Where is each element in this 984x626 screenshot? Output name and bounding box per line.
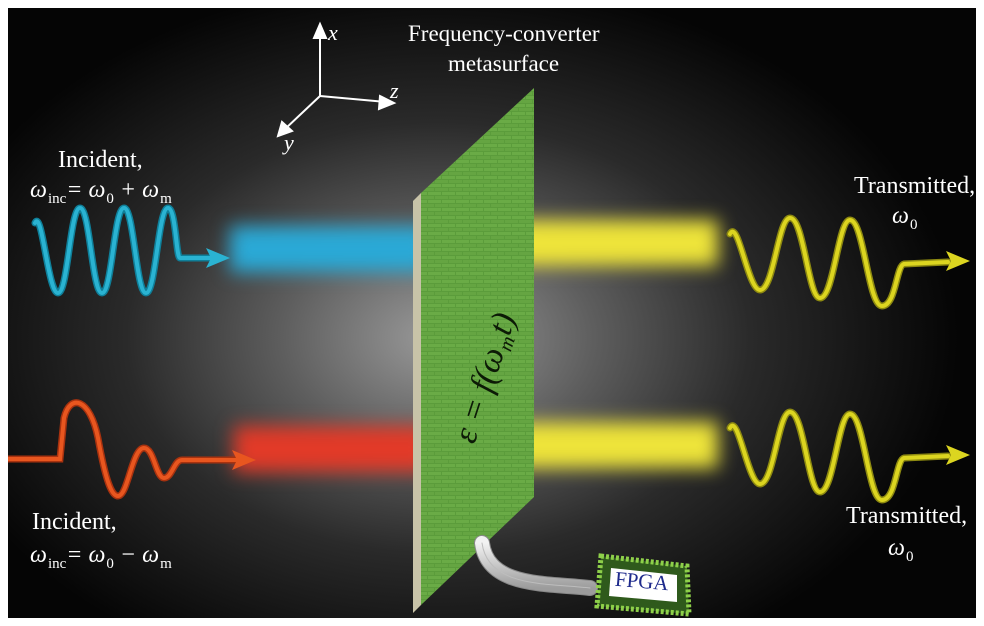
zero-subscript: 0: [909, 217, 918, 233]
title-line-2: metasurface: [448, 51, 560, 76]
x-axis-label: x: [328, 20, 338, 45]
z-axis-arrowhead: [377, 94, 397, 111]
incident-bottom-heading: Incident,: [32, 509, 117, 535]
zero-subscript: 0: [106, 556, 114, 572]
scene-background: x z y Frequency-converter metasurface In…: [8, 8, 976, 618]
fpga-chip: [594, 553, 692, 617]
red-beam: [234, 426, 430, 472]
y-axis-line: [283, 95, 321, 131]
diagram-graphics: [8, 21, 970, 617]
yellow-transmitted-wave-bottom: [726, 408, 970, 504]
incident-top-formula: ωinc= ω0 + ωm: [30, 177, 172, 207]
transmitted-top-heading: Transmitted,: [854, 173, 976, 199]
yellow-arrowhead-bottom: [946, 445, 970, 465]
inc-subscript: inc: [47, 191, 67, 207]
fpga-cable: [474, 535, 598, 596]
incident-bottom-formula: ωinc= ω0 − ωm: [30, 542, 172, 572]
cyan-beam: [230, 226, 430, 272]
equals-omega-0: = ω: [66, 542, 106, 568]
cyan-arrowhead: [206, 248, 230, 268]
yellow-transmitted-wave-top: [726, 214, 970, 310]
fpga-label: FPGA: [614, 566, 670, 596]
yellow-arrowhead-top: [946, 251, 970, 271]
y-axis-arrowhead: [276, 120, 294, 138]
x-axis-arrowhead: [312, 21, 328, 39]
m-subscript: m: [160, 191, 172, 207]
minus-omega: − ω: [113, 542, 160, 568]
transmitted-bottom-omega: ω0: [888, 535, 913, 565]
plus-omega: + ω: [113, 177, 160, 203]
fpga-chip-label-area: [609, 568, 677, 602]
omega-symbol: ω: [892, 203, 909, 229]
transmitted-bottom-heading: Transmitted,: [846, 503, 968, 529]
omega-symbol: ω: [888, 535, 905, 561]
metasurface-face: [421, 88, 534, 605]
z-axis-line: [319, 95, 387, 103]
incident-top-heading: Incident,: [58, 147, 143, 173]
m-subscript: m: [160, 556, 172, 572]
metasurface-panel: [413, 88, 534, 613]
metasurface-edge: [413, 193, 421, 613]
coordinate-axes: [276, 21, 397, 138]
red-arrowhead: [232, 450, 256, 470]
title-line-1: Frequency-converter: [408, 21, 600, 46]
omega-symbol: ω: [30, 177, 47, 203]
z-axis-label: z: [390, 78, 399, 103]
cyan-incident-wave: [31, 204, 230, 297]
red-incident-wave: [8, 399, 256, 500]
y-axis-label: y: [284, 130, 294, 155]
zero-subscript: 0: [106, 191, 114, 207]
equals-omega-0: = ω: [66, 177, 106, 203]
omega-symbol: ω: [30, 542, 47, 568]
transmitted-top-omega: ω0: [892, 203, 917, 233]
zero-subscript: 0: [905, 549, 914, 565]
inc-subscript: inc: [47, 556, 67, 572]
